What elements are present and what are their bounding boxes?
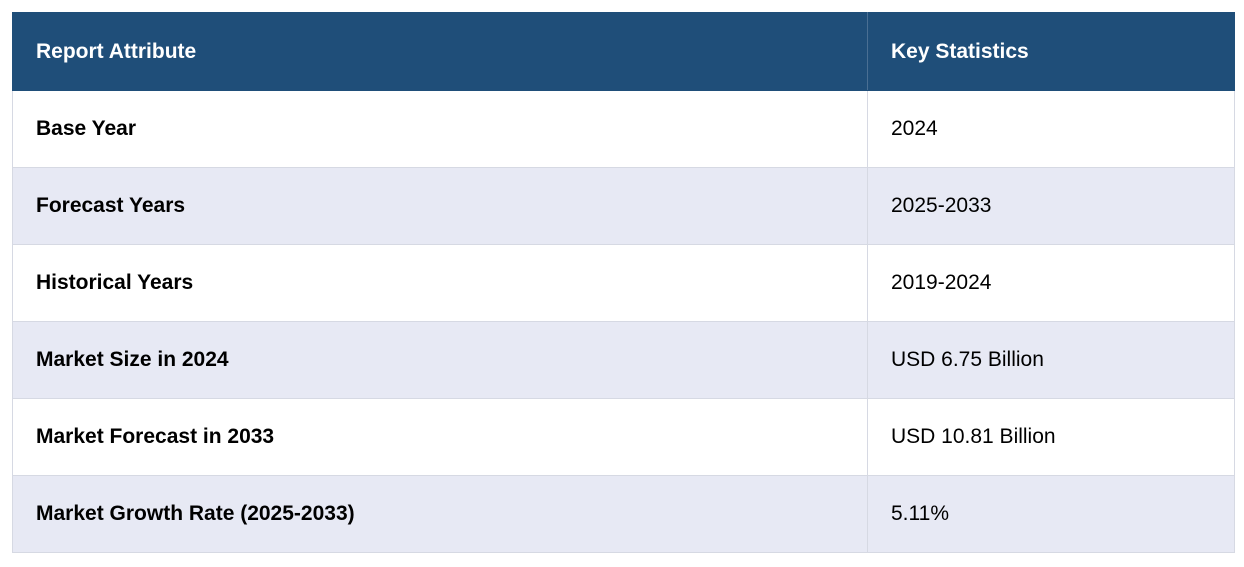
table-row: Market Forecast in 2033 USD 10.81 Billio… <box>12 398 1235 476</box>
table-row: Base Year 2024 <box>12 90 1235 168</box>
row-attribute: Historical Years <box>12 244 868 322</box>
table-row: Market Growth Rate (2025-2033) 5.11% <box>12 475 1235 553</box>
header-key-statistics: Key Statistics <box>867 12 1235 91</box>
row-value: 2019-2024 <box>867 244 1235 322</box>
row-attribute: Market Forecast in 2033 <box>12 398 868 476</box>
header-report-attribute: Report Attribute <box>12 12 868 91</box>
report-statistics-table: Report Attribute Key Statistics Base Yea… <box>12 12 1235 553</box>
header-row: Report Attribute Key Statistics <box>12 12 1235 91</box>
table-header: Report Attribute Key Statistics <box>12 12 1235 91</box>
table-row: Historical Years 2019-2024 <box>12 244 1235 322</box>
row-value: 2024 <box>867 90 1235 168</box>
table-row: Forecast Years 2025-2033 <box>12 167 1235 245</box>
table-row: Market Size in 2024 USD 6.75 Billion <box>12 321 1235 399</box>
row-attribute: Base Year <box>12 90 868 168</box>
row-attribute: Market Size in 2024 <box>12 321 868 399</box>
row-attribute: Forecast Years <box>12 167 868 245</box>
row-value: 5.11% <box>867 475 1235 553</box>
table-body: Base Year 2024 Forecast Years 2025-2033 … <box>12 90 1235 553</box>
row-value: USD 10.81 Billion <box>867 398 1235 476</box>
report-table-container: Report Attribute Key Statistics Base Yea… <box>12 12 1235 553</box>
row-value: USD 6.75 Billion <box>867 321 1235 399</box>
row-attribute: Market Growth Rate (2025-2033) <box>12 475 868 553</box>
row-value: 2025-2033 <box>867 167 1235 245</box>
